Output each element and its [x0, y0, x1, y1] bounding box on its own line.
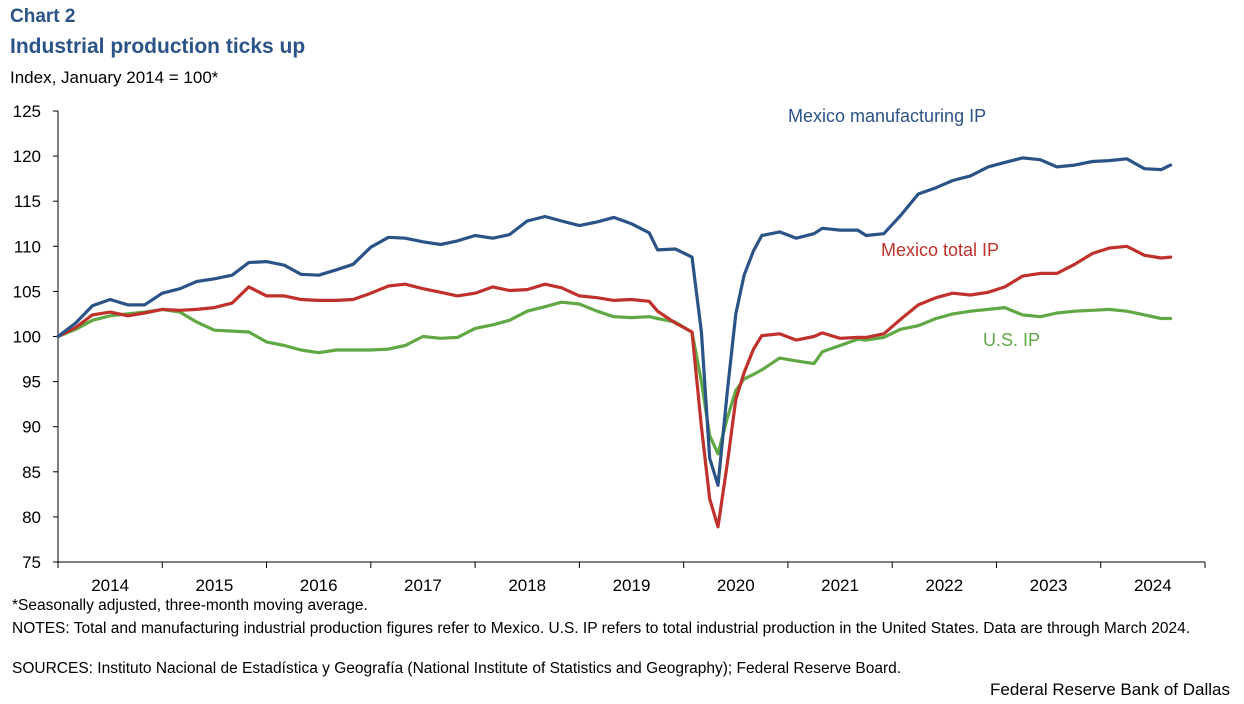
- series-label-u-s-ip: U.S. IP: [983, 330, 1040, 350]
- y-axis-unit-label: Index, January 2014 = 100*: [10, 68, 219, 87]
- chart-label: Chart 2: [10, 6, 76, 27]
- footnote-seasonal: *Seasonally adjusted, three-month moving…: [12, 597, 368, 614]
- chart-title: Industrial production ticks up: [10, 35, 306, 58]
- y-tick-label: 85: [22, 463, 41, 482]
- x-tick-label: 2019: [613, 576, 651, 595]
- x-tick-label: 2021: [821, 576, 859, 595]
- series-line-u-s-ip: [56, 300, 1173, 456]
- series-label-mexico-total-ip: Mexico total IP: [881, 240, 999, 260]
- series-line-mexico-manufacturing-ip: [56, 156, 1173, 487]
- credit-line: Federal Reserve Bank of Dallas: [989, 680, 1230, 699]
- x-tick-label: 2022: [925, 576, 963, 595]
- x-tick-label: 2014: [91, 576, 129, 595]
- y-tick-label: 105: [13, 282, 41, 301]
- y-tick-label: 90: [22, 418, 41, 437]
- y-tick-label: 125: [13, 102, 41, 121]
- x-tick-label: 2016: [300, 576, 338, 595]
- x-tick-label: 2018: [508, 576, 546, 595]
- series-label-mexico-manufacturing-ip: Mexico manufacturing IP: [788, 106, 986, 126]
- y-tick-label: 120: [13, 147, 41, 166]
- y-tick-label: 110: [14, 237, 41, 256]
- x-tick-label: 2020: [717, 576, 755, 595]
- series-line-mexico-total-ip: [56, 244, 1173, 529]
- y-tick-label: 95: [22, 373, 41, 392]
- x-tick-label: 2023: [1030, 576, 1068, 595]
- y-tick-label: 100: [13, 328, 41, 347]
- footnote-notes: NOTES: Total and manufacturing industria…: [12, 620, 1191, 637]
- x-tick-label: 2024: [1134, 576, 1172, 595]
- y-tick-label: 115: [14, 192, 41, 211]
- footnote-sources: SOURCES: Instituto Nacional de Estadísti…: [12, 660, 902, 677]
- x-tick-label: 2017: [404, 576, 442, 595]
- y-tick-label: 80: [22, 508, 41, 527]
- y-tick-label: 75: [22, 553, 41, 572]
- x-tick-label: 2015: [195, 576, 233, 595]
